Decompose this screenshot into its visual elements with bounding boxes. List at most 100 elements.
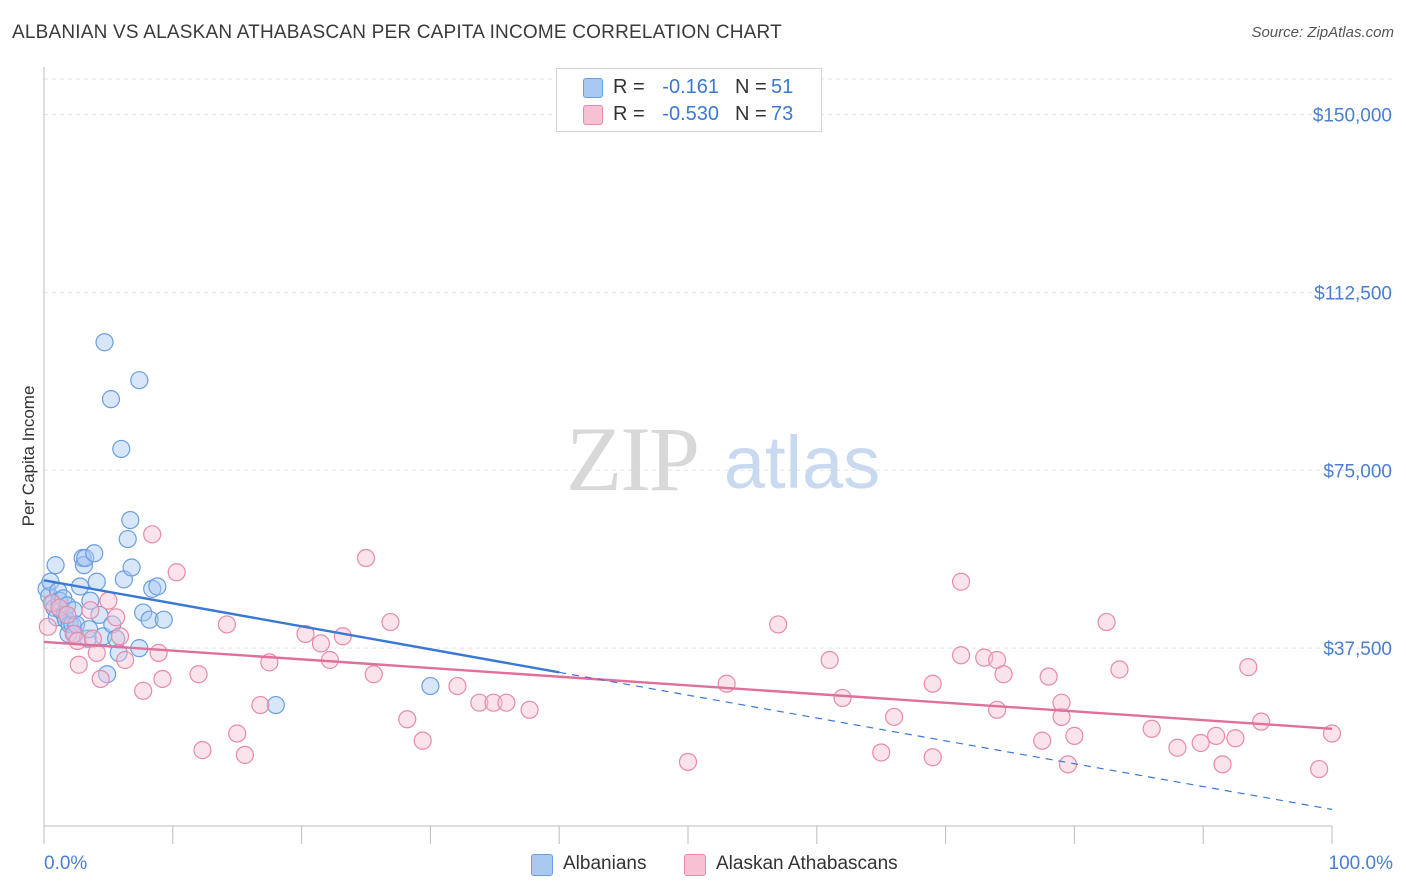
athabascans-point — [217, 615, 236, 634]
athabascans-point — [296, 624, 315, 644]
albanians-point — [74, 556, 94, 575]
grid-lines — [44, 78, 1394, 649]
athabascans-point — [1310, 759, 1329, 779]
athabascans-point — [1058, 755, 1078, 774]
chart-source: Source: ZipAtlas.com — [1251, 24, 1394, 41]
athabascans-point — [1239, 658, 1258, 677]
athabascans-point — [143, 525, 162, 544]
albanians-point — [118, 529, 137, 549]
n-label: N = — [735, 103, 767, 125]
athabascans-point — [497, 693, 516, 712]
athabascans-point — [717, 674, 736, 693]
athabascans-point — [413, 731, 432, 750]
chart-title: ALBANIAN VS ALASKAN ATHABASCAN PER CAPIT… — [12, 22, 782, 43]
albanians-point — [112, 439, 131, 459]
athabascans-point — [923, 748, 942, 767]
albanians-point — [421, 676, 440, 696]
athabascans-point — [1110, 660, 1129, 679]
albanians-point — [46, 556, 65, 575]
athabascans-point — [448, 676, 467, 696]
albanians-trend-line — [43, 579, 560, 674]
athabascans-point — [678, 752, 698, 772]
athabascans-point — [1097, 612, 1116, 632]
athabascans-trend-line — [43, 640, 1333, 730]
athabascans-point — [81, 601, 100, 620]
athabascans-point — [381, 612, 400, 632]
athabascans-point — [235, 745, 255, 764]
athabascans-point — [193, 741, 212, 760]
athabascans-point — [1168, 738, 1187, 757]
r-label: R = — [613, 103, 645, 125]
correlation-legend: R = -0.161 N = 51 R = -0.530 N = 73 — [556, 68, 822, 132]
x-tick-label: 0.0% — [44, 853, 87, 874]
athabascans-swatch — [684, 854, 706, 876]
athabascans-point — [134, 681, 153, 700]
series-legend: Albanians Alaskan Athabascans — [0, 852, 1406, 878]
athabascans-point — [951, 572, 971, 591]
athabascans-point — [68, 631, 87, 651]
athabascans-point — [1065, 726, 1084, 745]
y-tick-label: $37,500 — [1323, 639, 1392, 660]
athabascans-point — [364, 665, 383, 684]
albanians-point — [266, 695, 285, 715]
athabascans-point — [91, 669, 110, 689]
athabascans-point — [38, 617, 57, 636]
albanians-point — [85, 544, 104, 563]
athabascans-point — [1052, 707, 1071, 727]
athabascans-point — [311, 634, 331, 653]
albanians-point — [140, 610, 159, 629]
y-tick-label: $75,000 — [1323, 461, 1392, 482]
athabascans-point — [50, 598, 69, 617]
athabascans-point — [251, 695, 270, 715]
albanians-point — [59, 624, 78, 644]
legend-row-albanians: R = -0.161 N = 51 — [557, 74, 821, 102]
athabascans-point — [872, 743, 891, 762]
r-label: R = — [613, 76, 645, 98]
athabascans-point — [484, 693, 503, 712]
y-tick-label: $150,000 — [1313, 106, 1392, 127]
athabascans-point — [1206, 726, 1226, 745]
albanians-point — [130, 371, 149, 390]
albanians-point — [95, 333, 114, 352]
athabascans-point — [116, 650, 135, 670]
trend-lines — [43, 579, 1333, 810]
albanians-point — [134, 603, 153, 622]
athabascans-point — [58, 605, 77, 625]
albanians-point — [101, 390, 121, 409]
albanians-point — [76, 548, 95, 568]
athabascans-point — [884, 707, 904, 727]
n-label: N = — [735, 76, 767, 98]
athabascans-point — [83, 629, 103, 648]
athabascans-point — [994, 665, 1013, 684]
athabascans-point — [769, 615, 788, 634]
n-value: 73 — [771, 103, 794, 125]
n-value: 51 — [771, 76, 794, 98]
athabascans-point — [107, 608, 126, 627]
athabascans-point — [333, 627, 352, 646]
albanians-point — [121, 510, 140, 530]
watermark-atlas: atlas — [724, 421, 880, 504]
athabascans-point — [228, 724, 247, 743]
athabascans-point — [1213, 755, 1232, 774]
athabascans-point — [110, 627, 130, 646]
athabascans-point — [1142, 719, 1161, 738]
athabascans-point — [1039, 667, 1058, 686]
y-tick-label: $112,500 — [1314, 283, 1392, 304]
x-tick-labels: 0.0% 100.0% — [44, 853, 1393, 874]
axes — [43, 67, 1333, 844]
athabascans-points — [38, 525, 1342, 779]
albanians-point — [148, 577, 167, 596]
albanians-swatch — [531, 854, 553, 876]
athabascans-point — [1052, 693, 1071, 712]
athabascans-point — [167, 563, 186, 582]
y-axis-label: Per Capita Income — [19, 386, 38, 527]
athabascans-point — [153, 669, 172, 689]
r-value: -0.530 — [662, 103, 719, 125]
athabascans-point — [189, 665, 208, 684]
r-value: -0.161 — [662, 76, 719, 98]
legend-label: Alaskan Athabascans — [716, 853, 898, 874]
athabascans-point — [520, 700, 539, 719]
albanians-point — [81, 591, 100, 610]
athabascans-point — [1191, 733, 1210, 753]
